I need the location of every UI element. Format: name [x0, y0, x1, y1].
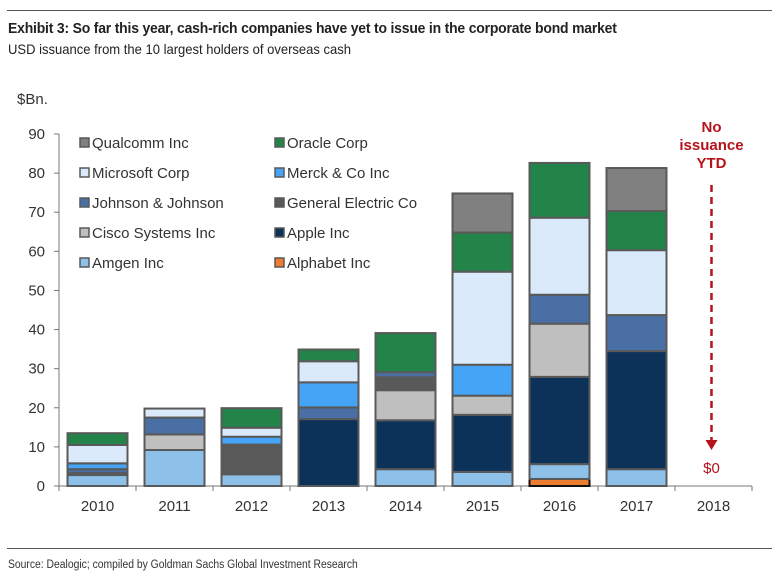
x-tick-label: 2014: [389, 498, 422, 515]
bar-segment-amgen-inc-2011: [143, 449, 206, 488]
x-tick-label: 2016: [543, 498, 576, 515]
y-tick-label: 10: [28, 439, 45, 456]
bar-segment-general-electric-co-2014: [374, 376, 437, 392]
y-tick-label: 20: [28, 400, 45, 417]
bar-segment-merck-co-inc-2013: [297, 381, 360, 409]
bar-segment-microsoft-corp-2015: [451, 270, 514, 366]
bar-segment-oracle-corp-2016: [528, 161, 591, 219]
bar-segment-cisco-systems-inc-2014: [374, 389, 437, 422]
bar-segment-amgen-inc-2014: [374, 468, 437, 487]
legend-swatch-apple-inc: [274, 227, 285, 238]
legend-label-oracle-corp: Oracle Corp: [287, 135, 368, 152]
y-tick-label: 60: [28, 243, 45, 260]
source-note: Source: Dealogic; compiled by Goldman Sa…: [8, 559, 358, 571]
annotation-zero-value: $0: [703, 460, 720, 477]
bar-segment-microsoft-corp-2013: [297, 360, 360, 384]
bar-segment-oracle-corp-2014: [374, 332, 437, 374]
bar-segment-microsoft-corp-2010: [66, 443, 129, 465]
legend: Qualcomm Inc Oracle Corp Microsoft Corp Mer…: [79, 135, 417, 272]
bar-segment-oracle-corp-2012: [220, 407, 283, 429]
bar-segment-apple-inc-2016: [528, 375, 591, 466]
y-tick-label: 90: [28, 126, 45, 143]
y-tick-label: 40: [28, 322, 45, 339]
legend-label-alphabet-inc: Alphabet Inc: [287, 255, 371, 272]
legend-swatch-johnson-johnson: [79, 197, 90, 208]
chart-subtitle: USD issuance from the 10 largest holders…: [8, 41, 352, 57]
x-tick-label: 2012: [235, 498, 268, 515]
annotation-no-issuance-line: YTD: [697, 155, 727, 172]
x-tick-labels: 2010 2011 2012 2013 2014 2015 2016 2017 2018: [81, 498, 730, 515]
x-tick-label: 2017: [620, 498, 653, 515]
bar-segment-johnson-johnson-2017: [605, 314, 668, 353]
bar-segment-oracle-corp-2010: [66, 432, 129, 446]
bar-segment-oracle-corp-2017: [605, 210, 668, 252]
bar-segment-oracle-corp-2013: [297, 348, 360, 363]
bar-segment-johnson-johnson-2011: [143, 416, 206, 436]
legend-swatch-general-electric-co: [274, 197, 285, 208]
y-tick-label: 0: [37, 478, 45, 495]
legend-label-amgen-inc: Amgen Inc: [92, 255, 164, 272]
x-tick-label: 2015: [466, 498, 499, 515]
bar-segment-microsoft-corp-2011: [143, 407, 206, 419]
bar-segment-johnson-johnson-2016: [528, 293, 591, 325]
legend-swatch-alphabet-inc: [274, 257, 285, 268]
y-tick-label: 80: [28, 165, 45, 182]
top-rule: [7, 10, 772, 11]
bar-segment-alphabet-inc-2016: [528, 477, 591, 487]
bar-segment-amgen-inc-2016: [528, 463, 591, 480]
bar-segment-cisco-systems-inc-2016: [528, 322, 591, 378]
bar-segment-qualcomm-inc-2015: [451, 192, 514, 234]
legend-swatch-oracle-corp: [274, 137, 285, 148]
annotation-no-issuance-line: No: [702, 119, 722, 136]
bar-segment-microsoft-corp-2017: [605, 249, 668, 317]
legend-label-qualcomm-inc: Qualcomm Inc: [92, 135, 189, 152]
bar-segment-amgen-inc-2010: [66, 474, 129, 487]
legend-swatch-cisco-systems-inc: [79, 227, 90, 238]
legend-label-apple-inc: Apple Inc: [287, 225, 350, 242]
legend-swatch-microsoft-corp: [79, 167, 90, 178]
bar-segment-apple-inc-2014: [374, 419, 437, 471]
bar-segment-cisco-systems-inc-2015: [451, 394, 514, 416]
bar-segment-general-electric-co-2012: [220, 443, 283, 476]
x-tick-label: 2013: [312, 498, 345, 515]
bar-segment-qualcomm-inc-2017: [605, 167, 668, 213]
bar-segment-oracle-corp-2015: [451, 231, 514, 273]
bar-segment-apple-inc-2013: [297, 418, 360, 487]
legend-label-cisco-systems-inc: Cisco Systems Inc: [92, 225, 216, 242]
legend-label-johnson-johnson: Johnson & Johnson: [92, 195, 224, 212]
bar-segment-apple-inc-2017: [605, 350, 668, 471]
y-tick-label: 30: [28, 361, 45, 378]
y-tick-label: 50: [28, 282, 45, 299]
bars: [66, 161, 668, 488]
legend-swatch-amgen-inc: [79, 257, 90, 268]
bar-segment-amgen-inc-2015: [451, 470, 514, 488]
bar-segment-microsoft-corp-2016: [528, 216, 591, 296]
legend-label-merck-co-inc: Merck & Co Inc: [287, 165, 390, 182]
y-tick-labels: 0 10 20 30 40 50 60 70 80 90: [28, 126, 45, 495]
legend-label-microsoft-corp: Microsoft Corp: [92, 165, 190, 182]
y-tick-label: 70: [28, 204, 45, 221]
x-tick-label: 2010: [81, 498, 114, 515]
bar-segment-apple-inc-2015: [451, 413, 514, 473]
bar-segment-cisco-systems-inc-2011: [143, 433, 206, 452]
bottom-rule: [7, 548, 772, 549]
bar-segment-amgen-inc-2017: [605, 468, 668, 487]
legend-label-general-electric-co: General Electric Co: [287, 195, 417, 212]
x-tick-label: 2011: [158, 498, 190, 515]
legend-swatch-merck-co-inc: [274, 167, 285, 178]
bar-segment-microsoft-corp-2012: [220, 426, 283, 438]
x-tick-label: 2018: [697, 498, 730, 515]
annotation-arrow-head-icon: [705, 440, 718, 450]
bar-segment-johnson-johnson-2013: [297, 406, 360, 421]
chart-title: Exhibit 3: So far this year, cash-rich c…: [8, 20, 617, 37]
y-axis-label: $Bn.: [17, 91, 48, 108]
legend-swatch-qualcomm-inc: [79, 137, 90, 148]
annotation-no-issuance-line: issuance: [679, 137, 743, 154]
bar-segment-merck-co-inc-2012: [220, 435, 283, 446]
bar-segment-merck-co-inc-2015: [451, 363, 514, 397]
stacked-bar-chart: $Bn. 2010 2011 2012 2013 2014 2015 2016 2017 201…: [17, 91, 753, 515]
bar-segment-amgen-inc-2012: [220, 473, 283, 487]
